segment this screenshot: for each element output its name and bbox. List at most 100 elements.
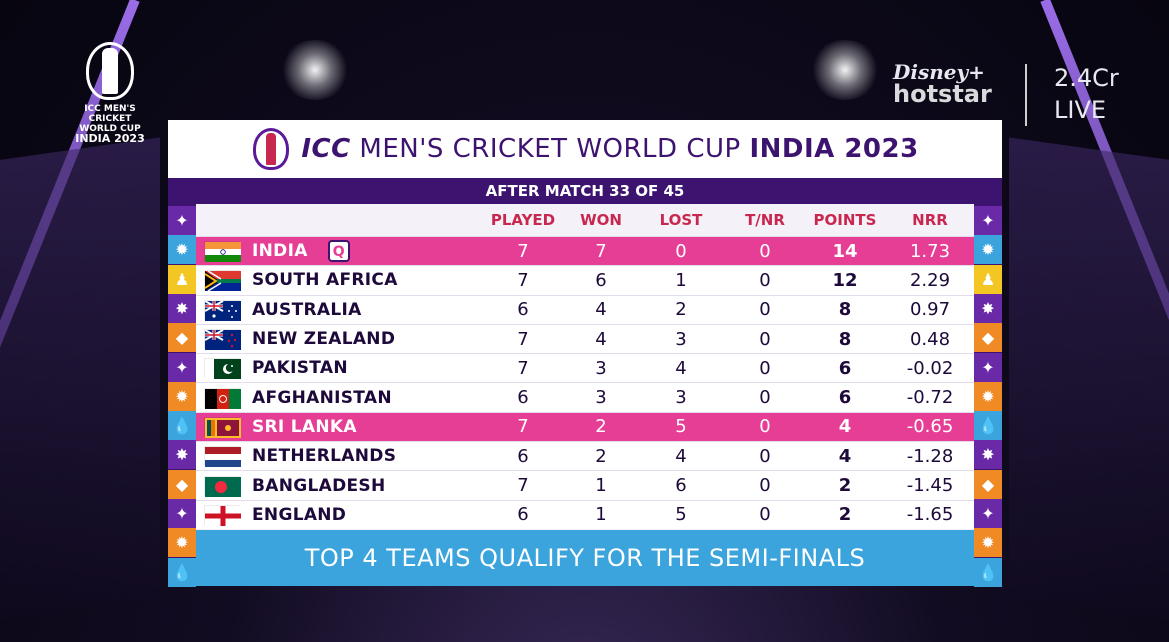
flag-icon xyxy=(204,504,241,526)
played-value: 6 xyxy=(517,387,529,409)
lost-value: 5 xyxy=(675,504,687,526)
table-row: BANGLADESH 7 1 6 0 2 -1.45 xyxy=(196,470,974,500)
table-row: NETHERLANDS 6 2 4 0 4 -1.28 xyxy=(196,441,974,471)
team-name: BANGLADESH xyxy=(252,475,386,496)
points-value: 6 xyxy=(838,357,852,379)
played-value: 7 xyxy=(517,475,529,497)
broadcaster-logo: Disney+ hotstar xyxy=(893,60,1003,120)
lost-value: 1 xyxy=(675,269,687,291)
won-value: 7 xyxy=(595,240,607,262)
points-value: 14 xyxy=(832,240,858,262)
played-value: 7 xyxy=(517,357,529,379)
nrr-value: -0.02 xyxy=(906,357,954,379)
team-name: NETHERLANDS xyxy=(252,446,397,467)
decor-pattern-icon: ✦ xyxy=(974,352,1002,382)
logo-text: INDIA 2023 xyxy=(75,132,145,145)
flag-icon xyxy=(204,270,241,293)
logo-text: ICC MEN'S xyxy=(84,104,136,114)
nrr-value: 1.73 xyxy=(909,240,951,262)
played-value: 6 xyxy=(517,445,529,467)
points-value: 2 xyxy=(838,475,852,497)
points-value: 4 xyxy=(838,445,852,467)
decor-pattern-icon: ◆ xyxy=(168,323,196,353)
team-cell: NEW ZEALAND xyxy=(196,329,480,351)
flag-icon xyxy=(204,416,241,438)
floodlight xyxy=(280,40,350,100)
tnr-value: 0 xyxy=(759,445,771,467)
nrr-value: 0.97 xyxy=(909,299,951,321)
flag-icon xyxy=(204,358,241,380)
decor-pattern-icon: ✸ xyxy=(168,440,196,470)
won-value: 2 xyxy=(595,416,607,438)
decor-pattern-icon: ✹ xyxy=(168,235,196,265)
disney-logo-text: Disney+ xyxy=(893,60,985,84)
table-row: SRI LANKA 7 2 5 0 4 -0.65 xyxy=(196,411,974,442)
flag-icon xyxy=(204,299,241,321)
qualified-badge: Q xyxy=(327,240,350,263)
team-cell: INDIA Q xyxy=(196,240,480,263)
points-value: 6 xyxy=(838,387,852,409)
won-value: 1 xyxy=(595,475,607,497)
tnr-value: 0 xyxy=(759,240,771,262)
won-value: 3 xyxy=(595,357,607,379)
nrr-value: -0.72 xyxy=(906,387,954,409)
flag-icon xyxy=(204,241,241,263)
team-name: ENGLAND xyxy=(252,504,347,525)
header-won: WON xyxy=(580,211,622,229)
tnr-value: 0 xyxy=(759,504,771,526)
tnr-value: 0 xyxy=(759,357,771,379)
team-cell: NETHERLANDS xyxy=(196,446,480,468)
decor-pattern-icon: ✹ xyxy=(974,528,1002,558)
nrr-value: -0.65 xyxy=(906,416,954,438)
table-row: INDIA Q 7 7 0 0 14 1.73 xyxy=(196,236,974,266)
team-cell: BANGLADESH xyxy=(196,475,480,497)
lost-value: 4 xyxy=(675,445,687,467)
decor-pattern-icon: ✸ xyxy=(168,293,196,323)
decor-pattern-icon: ♟ xyxy=(974,264,1002,294)
decor-pattern-icon: ✹ xyxy=(974,235,1002,265)
decor-pattern-icon: 💧 xyxy=(168,557,196,587)
tnr-value: 0 xyxy=(759,475,771,497)
won-value: 3 xyxy=(595,387,607,409)
header-played: PLAYED xyxy=(490,211,556,229)
decor-pattern-icon: ◆ xyxy=(974,323,1002,353)
decor-pattern-icon: ✦ xyxy=(168,499,196,528)
team-name: SRI LANKA xyxy=(252,416,357,437)
hotstar-logo-text: hotstar xyxy=(893,80,992,108)
team-cell: SRI LANKA xyxy=(196,416,480,438)
decor-pattern-icon: ✦ xyxy=(168,352,196,382)
played-value: 7 xyxy=(517,328,529,350)
decor-pattern-icon: ✹ xyxy=(974,381,1002,411)
won-value: 4 xyxy=(595,328,607,350)
tnr-value: 0 xyxy=(759,328,771,350)
floodlight xyxy=(810,40,880,100)
flag-icon xyxy=(204,387,241,409)
header-tnr: T/NR xyxy=(745,211,785,229)
decor-pattern-icon: ✦ xyxy=(974,499,1002,528)
title-icc: ICC xyxy=(301,134,351,164)
team-cell: ENGLAND xyxy=(196,504,480,526)
points-value: 8 xyxy=(838,299,852,321)
decor-pattern-icon: ✸ xyxy=(974,293,1002,323)
decor-pattern-icon: 💧 xyxy=(974,411,1002,441)
points-value: 8 xyxy=(838,328,852,350)
decor-pattern-icon: ♟ xyxy=(168,264,196,294)
decor-pattern-icon: ✦ xyxy=(974,206,1002,235)
decor-pattern-icon: 💧 xyxy=(974,557,1002,587)
decor-pattern-icon: ◆ xyxy=(974,469,1002,499)
won-value: 2 xyxy=(595,445,607,467)
background-stand xyxy=(0,137,160,623)
points-value: 12 xyxy=(832,269,858,291)
played-value: 6 xyxy=(517,299,529,321)
decor-pattern-icon: ✦ xyxy=(168,206,196,235)
team-cell: PAKISTAN xyxy=(196,358,480,380)
tnr-value: 0 xyxy=(759,299,771,321)
flag-icon xyxy=(204,446,241,468)
flag-icon xyxy=(204,475,241,497)
table-row: SOUTH AFRICA 7 6 1 0 12 2.29 xyxy=(196,265,974,295)
decor-pattern-icon: 💧 xyxy=(168,411,196,441)
team-cell: AUSTRALIA xyxy=(196,299,480,321)
flag-icon xyxy=(204,329,241,351)
nrr-value: 0.48 xyxy=(909,328,951,350)
broadcaster-divider xyxy=(1025,64,1027,126)
